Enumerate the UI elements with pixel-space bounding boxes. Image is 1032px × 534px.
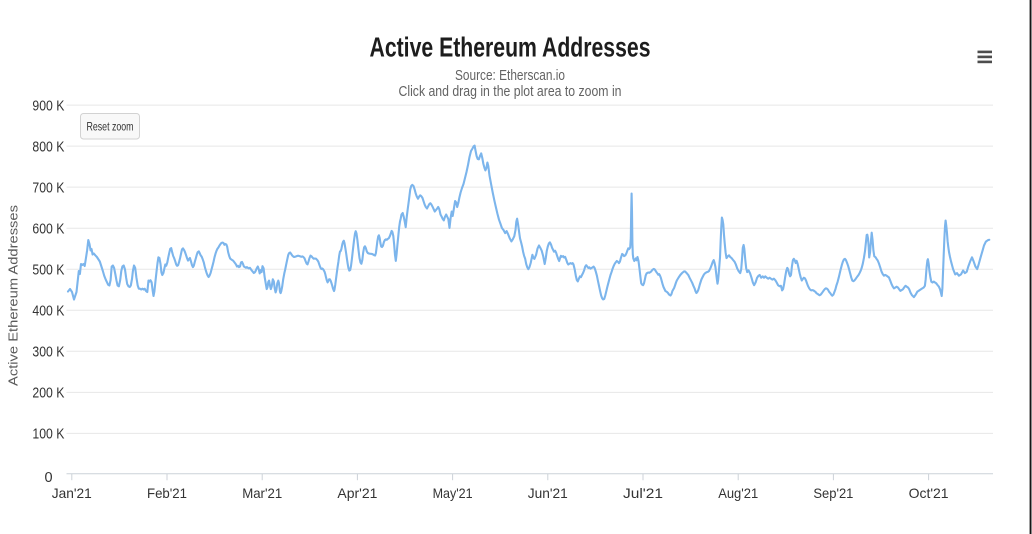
svg-text:Oct'21: Oct'21 <box>909 485 949 501</box>
svg-text:500 K: 500 K <box>32 263 64 279</box>
svg-text:700 K: 700 K <box>32 180 64 196</box>
svg-text:Click and drag in the plot are: Click and drag in the plot area to zoom … <box>399 84 622 100</box>
svg-text:900 K: 900 K <box>32 98 64 114</box>
svg-text:100 K: 100 K <box>32 427 64 443</box>
svg-text:Jun'21: Jun'21 <box>528 485 568 501</box>
svg-text:300 K: 300 K <box>32 345 64 361</box>
svg-text:Apr'21: Apr'21 <box>337 485 377 501</box>
svg-text:400 K: 400 K <box>32 304 64 320</box>
svg-text:Sep'21: Sep'21 <box>813 485 853 501</box>
svg-text:Mar'21: Mar'21 <box>242 485 282 501</box>
svg-text:Active Ethereum Addresses: Active Ethereum Addresses <box>6 204 21 386</box>
svg-text:May'21: May'21 <box>433 485 473 501</box>
svg-text:Reset zoom: Reset zoom <box>87 120 134 134</box>
svg-text:0: 0 <box>45 470 53 486</box>
svg-text:800 K: 800 K <box>32 139 64 155</box>
svg-text:Feb'21: Feb'21 <box>147 485 187 501</box>
svg-text:200 K: 200 K <box>32 386 64 402</box>
svg-text:Jan'21: Jan'21 <box>52 485 92 501</box>
svg-text:600 K: 600 K <box>32 222 64 238</box>
svg-text:Aug'21: Aug'21 <box>718 485 758 501</box>
svg-text:Jul'21: Jul'21 <box>623 485 663 501</box>
svg-text:Source: Etherscan.io: Source: Etherscan.io <box>455 68 565 84</box>
svg-text:Active Ethereum Addresses: Active Ethereum Addresses <box>370 32 651 63</box>
